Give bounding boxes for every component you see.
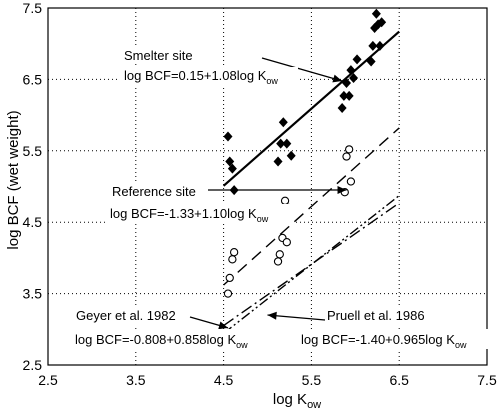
- annotation-arrow: [208, 186, 347, 194]
- x-tick-label: 3.5: [126, 372, 146, 388]
- data-point-smelter: [273, 156, 283, 167]
- annotation-pruell: Pruell et al. 1986 log BCF=-1.40+0.965lo…: [298, 307, 492, 350]
- data-point-smelter: [286, 150, 296, 161]
- regression-line: [223, 195, 400, 334]
- annotation-reference-title: Reference site: [112, 184, 196, 199]
- data-point-reference: [346, 177, 356, 186]
- annotation-geyer-equation: log BCF=-0.808+0.858log Kow: [75, 332, 248, 350]
- data-point-reference: [225, 273, 234, 283]
- annotation-geyer: Geyer et al. 1982 log BCF=-0.808+0.858lo…: [72, 307, 268, 350]
- data-point-smelter: [225, 156, 235, 167]
- x-tick-label: 5.5: [302, 372, 322, 388]
- annotation-arrows: [189, 57, 347, 330]
- data-point-smelter: [377, 17, 387, 28]
- data-point-smelter: [227, 163, 237, 174]
- regression-line: [222, 30, 400, 187]
- data-point-reference: [275, 250, 284, 259]
- data-point-smelter: [344, 90, 354, 101]
- regression-line: [223, 202, 400, 327]
- data-point-smelter: [337, 102, 347, 113]
- data-point-reference: [345, 145, 354, 154]
- data-point-smelter: [368, 40, 378, 51]
- data-point-smelter: [276, 138, 286, 149]
- annotation-smelter-title: Smelter site: [124, 48, 193, 63]
- data-point-smelter: [375, 40, 385, 51]
- y-tick-label: 2.5: [23, 357, 43, 373]
- plot-frame: [47, 7, 488, 366]
- y-tick-label: 6.5: [23, 71, 43, 87]
- annotation-arrow: [267, 311, 326, 321]
- data-point-reference: [282, 238, 291, 247]
- y-tick-label: 7.5: [23, 0, 43, 16]
- data-point-smelter: [339, 90, 349, 101]
- annotation-arrow: [261, 57, 343, 83]
- x-tick-label: 6.5: [389, 372, 409, 388]
- annotation-reference-equation: log BCF=-1.33+1.10log Kow: [110, 206, 269, 224]
- annotation-smelter-equation: log BCF=0.15+1.08log Kow: [124, 68, 278, 86]
- tick-labels: 2.5 3.5 4.5 5.5 6.5 7.5 2.5 3.5 4.5 5.5 6.5 7.5: [23, 0, 497, 388]
- data-point-smelter: [352, 54, 362, 65]
- data-point-smelter: [349, 72, 359, 83]
- data-point-reference: [280, 196, 290, 205]
- annotation-arrow: [189, 316, 229, 330]
- data-point-reference: [229, 248, 239, 257]
- x-axis-label: log Kow: [273, 391, 321, 411]
- annotation-smelter: Smelter site log BCF=0.15+1.08log Kow: [120, 46, 298, 87]
- data-point-reference: [223, 289, 233, 298]
- annotation-reference: Reference site log BCF=-1.33+1.10log Kow: [107, 183, 293, 224]
- regression-lines: [222, 30, 400, 334]
- annotation-pruell-title: Pruell et al. 1986: [327, 308, 425, 323]
- data-point-reference: [228, 255, 237, 264]
- data-point-smelter: [346, 65, 356, 76]
- data-point-smelter: [223, 131, 233, 142]
- annotation-pruell-equation: log BCF=-1.40+0.965log Kow: [301, 332, 467, 350]
- data-markers: [223, 8, 387, 298]
- data-point-smelter: [278, 117, 288, 128]
- data-point-smelter: [282, 138, 292, 149]
- regression-line: [223, 127, 400, 286]
- x-tick-label: 2.5: [38, 372, 58, 388]
- data-point-smelter: [366, 56, 376, 67]
- data-point-smelter: [342, 77, 352, 88]
- annotation-geyer-title: Geyer et al. 1982: [76, 308, 176, 323]
- y-tick-label: 3.5: [23, 286, 43, 302]
- data-point-reference: [342, 152, 351, 161]
- data-point-reference: [273, 257, 283, 266]
- y-tick-label: 4.5: [23, 214, 43, 230]
- data-point-smelter: [371, 8, 381, 19]
- y-tick-label: 5.5: [23, 143, 43, 159]
- x-tick-label: 4.5: [214, 372, 234, 388]
- x-tick-label: 7.5: [477, 372, 497, 388]
- y-axis-label: log BCF (wet weight): [5, 110, 22, 249]
